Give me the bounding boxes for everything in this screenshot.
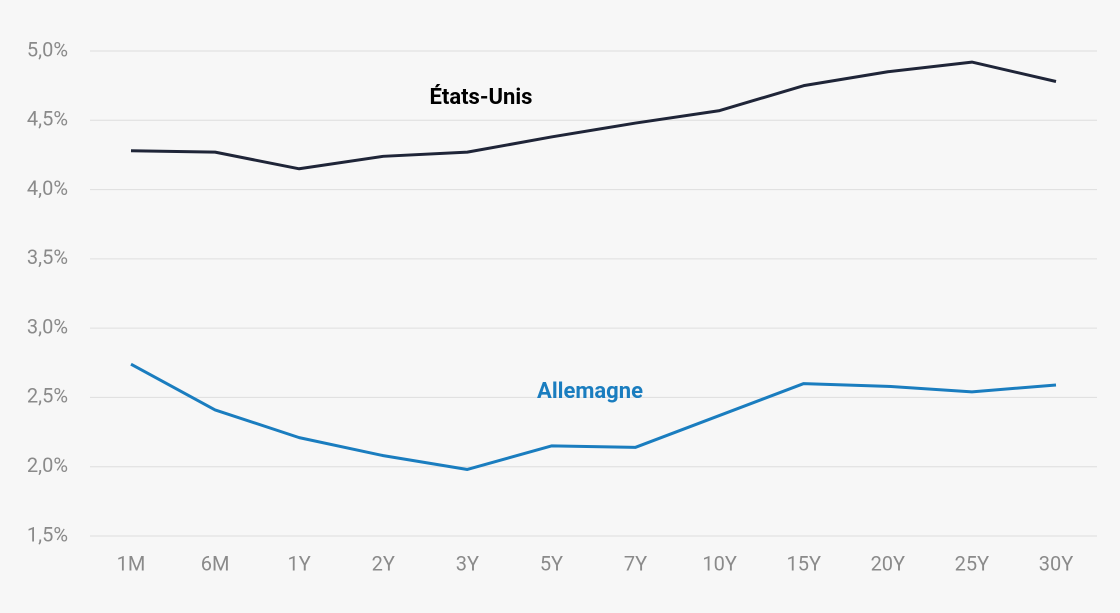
series-label: Allemagne [537,379,643,404]
y-tick-label: 1,5% [27,522,68,546]
x-tick-label: 5Y [540,551,563,575]
y-tick-label: 2,5% [27,384,68,408]
x-tick-label: 10Y [702,551,737,575]
y-tick-label: 3,0% [27,314,68,338]
x-tick-label: 30Y [1039,551,1074,575]
x-tick-label: 2Y [372,551,395,575]
series-label: États-Unis [430,84,533,110]
x-tick-label: 6M [201,551,230,575]
y-tick-label: 2,0% [27,453,68,477]
y-tick-label: 3,5% [27,245,68,269]
y-tick-label: 4,0% [27,176,68,200]
x-tick-label: 20Y [871,551,906,575]
x-tick-label: 7Y [624,551,647,575]
line [130,60,1057,171]
x-tick-label: 1Y [288,551,311,575]
x-tick-label: 25Y [955,551,990,575]
line [130,362,1057,471]
y-tick-label: 4,5% [27,107,68,131]
x-tick-label: 1M [117,551,146,575]
x-tick-label: 15Y [786,551,821,575]
y-tick-label: 5,0% [27,37,68,61]
x-tick-label: 3Y [456,551,479,575]
